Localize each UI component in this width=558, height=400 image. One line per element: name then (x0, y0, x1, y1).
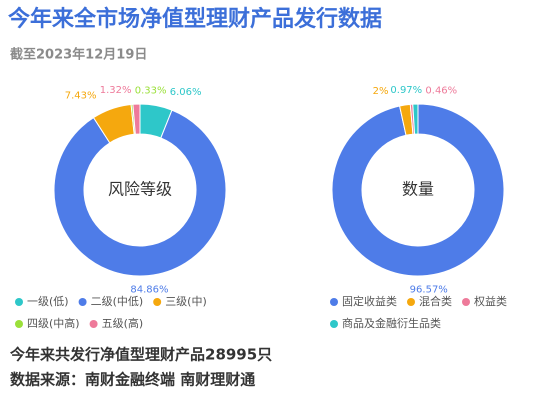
legend-label: 三级(中) (165, 295, 207, 308)
value-label: 0.97% (390, 85, 422, 96)
legend-label: 商品及金融衍生品类 (342, 316, 441, 330)
legend-marker (78, 298, 87, 306)
value-label: 6.06% (170, 87, 202, 98)
value-label: 1.32% (100, 85, 132, 96)
source: 数据来源：南财金融终端 南财理财通 (10, 371, 255, 389)
center-label: 风险等级 (108, 180, 172, 199)
legend-label: 权益类 (474, 294, 507, 308)
value-label: 0.33% (135, 85, 167, 96)
title: 今年来全市场净值型理财产品发行数据 (8, 6, 382, 32)
legend-label: 固定收益类 (342, 294, 397, 308)
legend-label: 五级(高) (102, 316, 144, 330)
legend-label: 二级(中低) (91, 295, 144, 308)
value-label: 96.57% (410, 284, 448, 295)
slice (53, 109, 227, 277)
legend-marker (330, 320, 338, 328)
slice (412, 103, 419, 135)
summary: 今年来共发行净值型理财产品28995只 (9, 346, 272, 364)
slice (331, 103, 505, 277)
value-label: 0.46% (425, 85, 457, 96)
legend-marker (89, 320, 98, 328)
slice (132, 103, 141, 135)
legend-label: 混合类 (419, 294, 452, 308)
value-label: 84.86% (130, 285, 168, 296)
value-label: 2% (373, 86, 389, 97)
legend-marker (407, 298, 415, 306)
center-label: 数量 (402, 180, 434, 199)
legend-marker (462, 298, 470, 306)
value-label: 7.43% (65, 91, 97, 102)
legend-label: 一级(低) (27, 295, 69, 308)
legend-marker (15, 298, 23, 306)
subtitle: 截至2023年12月19日 (10, 47, 147, 63)
legend-marker (330, 298, 338, 306)
legend-label: 四级(中高) (27, 316, 80, 330)
legend-marker (153, 298, 162, 306)
legend-marker (15, 320, 23, 328)
